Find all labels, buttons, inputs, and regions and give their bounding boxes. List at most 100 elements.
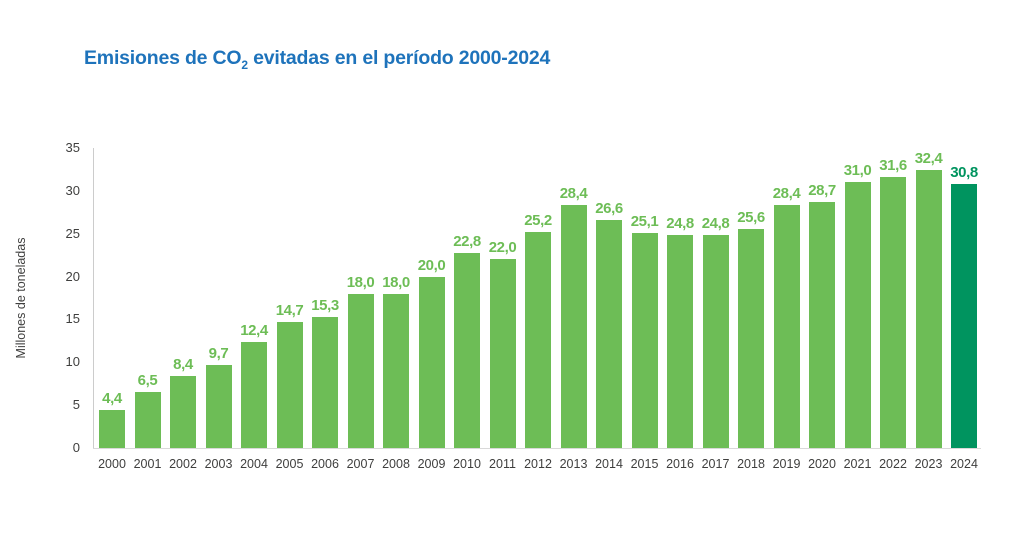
x-tick-label: 2007 bbox=[346, 457, 375, 471]
bar bbox=[525, 232, 551, 448]
bar-value-label: 6,5 bbox=[137, 372, 158, 390]
y-tick-label: 25 bbox=[65, 225, 80, 241]
bar-column: 14,7 2005 bbox=[275, 302, 304, 471]
bar-column: 31,6 2022 bbox=[879, 157, 907, 471]
bar-column: 15,3 2006 bbox=[311, 296, 339, 471]
bar-value-label: 24,8 bbox=[701, 215, 730, 233]
bar bbox=[170, 376, 196, 448]
bar-value-label: 30,8 bbox=[950, 164, 978, 181]
bar-value-label: 28,4 bbox=[772, 184, 801, 202]
x-tick-label: 2006 bbox=[311, 457, 339, 471]
bar bbox=[347, 293, 374, 448]
bar bbox=[454, 252, 480, 448]
bar-value-label: 18,0 bbox=[346, 273, 375, 291]
bar-column: 28,4 2013 bbox=[559, 184, 588, 471]
y-tick-label: 5 bbox=[72, 397, 80, 413]
bar-value-label: 22,0 bbox=[488, 239, 517, 257]
bar-column: 24,8 2016 bbox=[666, 215, 694, 471]
bar-column: 18,0 2008 bbox=[382, 273, 410, 471]
bar-column: 22,0 2011 bbox=[488, 239, 517, 471]
bar-value-label: 9,7 bbox=[208, 344, 229, 362]
bar-value-label: 31,0 bbox=[843, 162, 872, 180]
bar-column: 28,7 2020 bbox=[808, 182, 836, 471]
bar-value-label: 26,6 bbox=[595, 200, 623, 217]
x-tick-label: 2012 bbox=[524, 457, 552, 471]
bar-value-label: 22,8 bbox=[453, 232, 481, 250]
x-tick-label: 2000 bbox=[98, 457, 126, 471]
y-tick-label: 20 bbox=[65, 268, 80, 284]
bar-column: 20,0 2009 bbox=[417, 256, 446, 471]
y-axis-title: Millones de toneladas bbox=[14, 237, 28, 359]
bar-column: 24,8 2017 bbox=[701, 215, 730, 471]
bar-column: 4,4 2000 bbox=[98, 390, 126, 471]
y-tick-label: 30 bbox=[65, 182, 80, 198]
bar-column: 18,0 2007 bbox=[346, 273, 375, 471]
bar-value-label: 24,8 bbox=[666, 215, 694, 233]
bar-value-label: 31,6 bbox=[879, 157, 907, 175]
x-tick-label: 2013 bbox=[559, 457, 588, 471]
bar-value-label: 25,1 bbox=[630, 212, 659, 230]
y-ticks: 0 5 10 15 20 25 30 35 bbox=[40, 141, 80, 455]
y-tick-label: 0 bbox=[72, 440, 80, 455]
bar-column: 12,4 2004 bbox=[240, 322, 268, 471]
x-tick-label: 2016 bbox=[666, 457, 694, 471]
bar bbox=[241, 341, 267, 448]
x-tick-label: 2021 bbox=[843, 457, 872, 471]
x-tick-label: 2014 bbox=[595, 457, 623, 471]
bar bbox=[773, 204, 800, 448]
bar bbox=[631, 232, 658, 448]
bar-column: 28,4 2019 bbox=[772, 184, 801, 471]
x-tick-label: 2002 bbox=[169, 457, 197, 471]
bar bbox=[915, 170, 942, 448]
chart-title-text: Emisiones de CO bbox=[84, 47, 242, 69]
bar bbox=[383, 293, 409, 448]
bar-value-label: 28,7 bbox=[808, 182, 836, 199]
bar-value-label: 18,0 bbox=[382, 273, 410, 291]
bar-column: 30,8 2024 bbox=[950, 164, 978, 471]
bar bbox=[489, 259, 516, 448]
chart-title: Emisiones de CO2 evitadas en el período … bbox=[84, 47, 550, 72]
bar bbox=[205, 364, 232, 448]
x-tick-label: 2011 bbox=[489, 457, 516, 471]
x-tick-label: 2010 bbox=[453, 457, 481, 471]
bar-column: 25,6 2018 bbox=[737, 208, 765, 471]
bar-value-label: 20,0 bbox=[417, 256, 446, 274]
x-tick-label: 2005 bbox=[275, 457, 304, 471]
x-tick-label: 2019 bbox=[772, 457, 801, 471]
x-tick-label: 2008 bbox=[382, 457, 410, 471]
x-tick-label: 2018 bbox=[737, 457, 765, 471]
x-tick-label: 2017 bbox=[701, 457, 730, 471]
bar-value-label: 28,4 bbox=[559, 184, 588, 202]
y-axis-line bbox=[93, 148, 94, 449]
bar-value-label: 8,4 bbox=[173, 356, 193, 373]
bar-value-label: 4,4 bbox=[102, 390, 122, 408]
bar bbox=[596, 220, 622, 448]
x-tick-label: 2020 bbox=[808, 457, 836, 471]
y-tick-label: 35 bbox=[65, 140, 80, 155]
bar-column: 25,2 2012 bbox=[524, 212, 552, 471]
y-tick-label: 10 bbox=[65, 354, 80, 370]
x-tick-label: 2003 bbox=[204, 457, 233, 471]
bar-value-label: 15,3 bbox=[311, 296, 339, 314]
bar bbox=[276, 322, 303, 448]
x-tick-label: 2022 bbox=[879, 457, 907, 471]
x-tick-label: 2009 bbox=[417, 457, 446, 471]
bar bbox=[738, 228, 764, 448]
bar-column: 25,1 2015 bbox=[630, 212, 659, 471]
bar-column: 9,7 2003 bbox=[205, 344, 233, 471]
x-tick-label: 2015 bbox=[630, 457, 659, 471]
bar bbox=[560, 204, 587, 448]
bar bbox=[880, 177, 906, 448]
bar-value-label: 25,2 bbox=[524, 212, 552, 229]
bar-column: 6,5 2001 bbox=[134, 372, 162, 471]
bars: 4,4 2000 6,5 2001 8,4 2002 9,7 2003 12,4 2004 14,7… bbox=[98, 150, 978, 471]
bar-value-label: 14,7 bbox=[275, 302, 304, 319]
bar-value-label: 25,6 bbox=[737, 208, 765, 226]
bar bbox=[312, 316, 338, 448]
chart-title-text-after: evitadas en el período 2000-2024 bbox=[247, 47, 551, 69]
bar-column: 22,8 2010 bbox=[453, 232, 481, 471]
x-axis-line bbox=[93, 448, 981, 449]
bar bbox=[951, 184, 977, 448]
bar bbox=[844, 182, 871, 448]
